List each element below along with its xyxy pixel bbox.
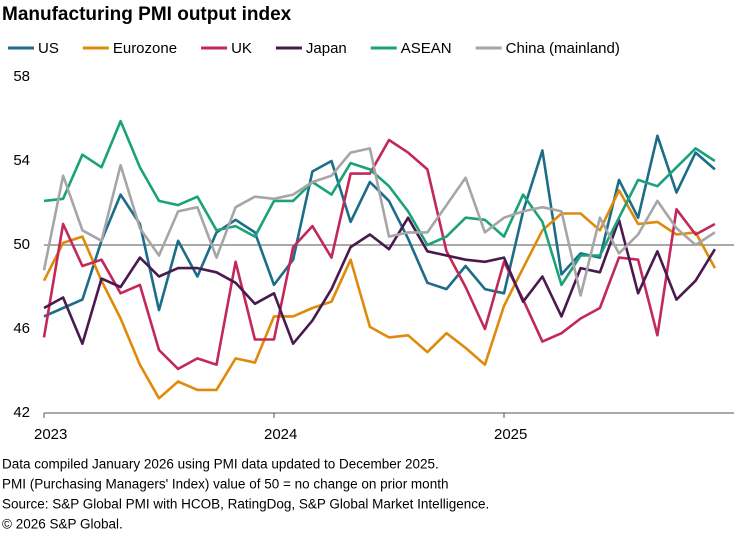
y-tick-label: 54 xyxy=(13,152,30,169)
series-line xyxy=(42,147,716,297)
legend-label: Japan xyxy=(306,40,347,57)
legend-label: Eurozone xyxy=(113,40,177,57)
series-line xyxy=(43,216,717,345)
footnote: © 2026 S&P Global. xyxy=(2,517,123,532)
x-tick-label: 2023 xyxy=(34,426,67,443)
footnote: PMI (Purchasing Managers' Index) value o… xyxy=(2,477,448,492)
series-line xyxy=(42,189,717,400)
y-tick-label: 42 xyxy=(13,404,30,421)
y-tick-label: 58 xyxy=(13,68,30,85)
chart-title: Manufacturing PMI output index xyxy=(2,4,292,25)
y-tick-label: 46 xyxy=(13,320,30,337)
footnote: Data compiled January 2026 using PMI dat… xyxy=(2,457,439,472)
legend-label: ASEAN xyxy=(401,40,452,57)
legend-label: China (mainland) xyxy=(506,40,620,57)
y-tick-label: 50 xyxy=(13,236,30,253)
legend-label: US xyxy=(38,40,59,57)
x-tick-label: 2025 xyxy=(494,426,527,443)
legend-label: UK xyxy=(231,40,252,57)
series-line xyxy=(43,119,716,287)
series-line xyxy=(42,138,716,371)
x-tick-label: 2024 xyxy=(264,426,297,443)
footnote: Source: S&P Global PMI with HCOB, Rating… xyxy=(2,497,489,512)
